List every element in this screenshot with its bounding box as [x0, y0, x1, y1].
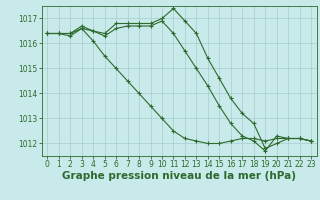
X-axis label: Graphe pression niveau de la mer (hPa): Graphe pression niveau de la mer (hPa) — [62, 171, 296, 181]
